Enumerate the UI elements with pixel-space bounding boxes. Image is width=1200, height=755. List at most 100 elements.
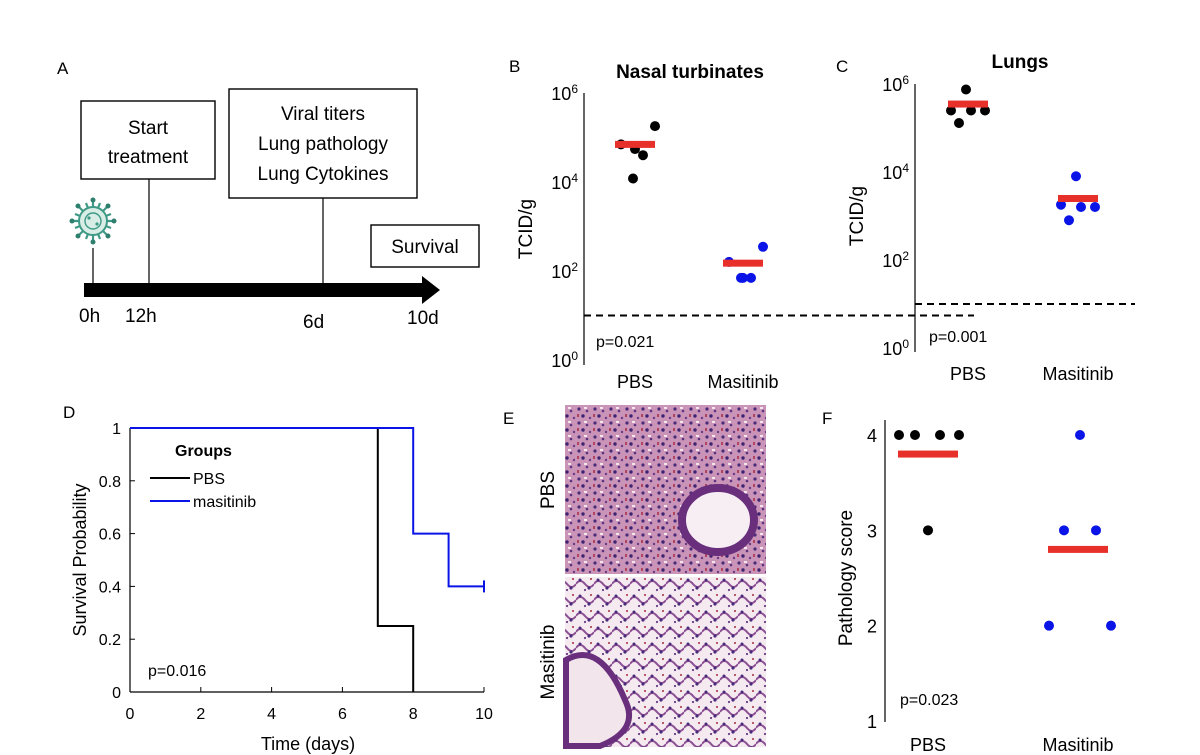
measurement-line-2: Lung pathology bbox=[258, 134, 388, 155]
chart-b-ytick-label-0: 100 bbox=[551, 349, 578, 371]
start-treatment-line-2: treatment bbox=[108, 147, 189, 168]
panel-letter-a: A bbox=[57, 59, 69, 78]
chart-d-ylabel: Survival Probability bbox=[70, 483, 90, 636]
chart-c-point-pbs-0 bbox=[961, 84, 971, 95]
chart-f-annotation: p=0.023 bbox=[900, 692, 958, 709]
chart-b-annotation: p=0.021 bbox=[596, 334, 654, 351]
chart-f-point-masitinib-0 bbox=[1075, 430, 1085, 440]
chart-d-xtick-label-3: 6 bbox=[338, 706, 347, 723]
chart-c-category-label-1: Masitinib bbox=[1042, 364, 1113, 384]
chart-f-ytick-label-0: 1 bbox=[867, 712, 877, 732]
chart-b-point-pbs-4 bbox=[628, 173, 638, 184]
chart-d-xlabel: Time (days) bbox=[261, 734, 355, 754]
start-treatment-line-1: Start bbox=[128, 118, 169, 139]
chart-d-ytick-label-2: 0.4 bbox=[99, 579, 121, 596]
chart-f-ylabel: Pathology score bbox=[836, 510, 857, 646]
chart-d-xtick-label-5: 10 bbox=[475, 706, 493, 723]
timeline-arrow-head bbox=[422, 276, 440, 304]
chart-d-ytick-label-1: 0.2 bbox=[99, 632, 121, 649]
chart-f-mean-bar-pbs bbox=[898, 450, 958, 458]
chart-b-title: Nasal turbinates bbox=[616, 62, 764, 83]
chart-b-mean-bar-pbs bbox=[615, 140, 655, 148]
panel-letter-e: E bbox=[503, 409, 514, 428]
histology-bronchiole-pbs bbox=[678, 484, 758, 556]
chart-c-annotation: p=0.001 bbox=[929, 329, 987, 346]
chart-b-category-label-1: Masitinib bbox=[707, 372, 778, 392]
chart-f-category-label-0: PBS bbox=[910, 735, 946, 755]
chart-c-point-masitinib-2 bbox=[1076, 202, 1086, 213]
chart-c-ytick-label-2: 104 bbox=[882, 161, 909, 183]
chart-d-xtick-label-2: 4 bbox=[267, 706, 276, 723]
chart-f: Pathology score 1 2 3 4 PBS Masitinib p=0.023 bbox=[836, 420, 1116, 755]
chart-d-ytick-label-3: 0.6 bbox=[99, 527, 121, 544]
chart-b-ylabel: TCID/g bbox=[516, 199, 537, 259]
chart-f-ytick-label-3: 4 bbox=[867, 426, 877, 446]
chart-b-category-label-0: PBS bbox=[617, 372, 653, 392]
chart-b-point-masitinib-3 bbox=[746, 272, 756, 283]
histology-panel: PBS Masitinib bbox=[538, 405, 766, 749]
chart-c-point-masitinib-3 bbox=[1090, 202, 1100, 213]
panel-letter-d: D bbox=[63, 403, 75, 422]
chart-d-legend-label-pbs: PBS bbox=[193, 471, 225, 488]
chart-b-point-masitinib-0 bbox=[758, 241, 768, 252]
chart-c-category-label-0: PBS bbox=[950, 364, 986, 384]
measurement-line-1: Viral titers bbox=[281, 104, 365, 125]
histology-label-pbs: PBS bbox=[538, 471, 559, 509]
chart-c-mean-bar-masitinib bbox=[1058, 194, 1098, 202]
time-label-10d: 10d bbox=[407, 308, 439, 329]
chart-f-point-pbs-2 bbox=[935, 430, 945, 440]
chart-f-mean-bar-masitinib bbox=[1048, 545, 1108, 553]
chart-f-point-pbs-1 bbox=[910, 430, 920, 440]
chart-d-line-masitinib bbox=[130, 427, 484, 588]
time-label-6d: 6d bbox=[303, 312, 324, 333]
chart-d-ytick-label-0: 0 bbox=[112, 685, 121, 702]
chart-d-line-pbs bbox=[130, 427, 415, 692]
chart-c-point-pbs-2 bbox=[966, 105, 976, 116]
virus-icon bbox=[69, 197, 117, 245]
time-label-0h: 0h bbox=[79, 306, 100, 327]
panel-letter-f: F bbox=[822, 409, 832, 428]
chart-c-title: Lungs bbox=[992, 52, 1049, 73]
chart-d-annotation: p=0.016 bbox=[148, 663, 206, 680]
chart-f-point-pbs-4 bbox=[923, 525, 933, 536]
chart-d-legend-label-masitinib: masitinib bbox=[193, 494, 256, 511]
chart-d: Survival Probability Time (days) 0 0.2 0.4… bbox=[70, 421, 493, 754]
survival-box bbox=[370, 224, 480, 268]
chart-c-ytick-label-1: 102 bbox=[882, 249, 909, 271]
chart-c-point-pbs-1 bbox=[946, 105, 956, 116]
chart-c-point-pbs-3 bbox=[980, 105, 990, 116]
chart-b-point-masitinib-4 bbox=[736, 272, 746, 283]
chart-b-mean-bar-masitinib bbox=[723, 259, 763, 267]
chart-f-point-masitinib-2 bbox=[1091, 525, 1101, 536]
chart-c-mean-bar-pbs bbox=[948, 100, 988, 108]
chart-f-category-label-1: Masitinib bbox=[1042, 735, 1113, 755]
chart-f-ytick-label-1: 2 bbox=[867, 617, 877, 637]
survival-box-label: Survival bbox=[391, 237, 459, 258]
chart-d-xtick-label-4: 8 bbox=[409, 706, 418, 723]
chart-c-point-masitinib-1 bbox=[1056, 199, 1066, 210]
chart-f-point-masitinib-4 bbox=[1106, 620, 1116, 631]
chart-b: Nasal turbinates TCID/g 100 102 104 106 PBS M… bbox=[516, 62, 974, 392]
chart-c-ylabel: TCID/g bbox=[847, 186, 868, 246]
start-treatment-box bbox=[80, 100, 216, 180]
chart-c-point-pbs-4 bbox=[954, 117, 964, 128]
histology-airway-masitinib bbox=[563, 652, 632, 749]
chart-f-point-pbs-0 bbox=[894, 430, 904, 440]
chart-f-point-masitinib-1 bbox=[1059, 525, 1069, 536]
chart-f-ytick-label-2: 3 bbox=[867, 521, 877, 541]
timeline-diagram: Start treatment Viral titers Lung pathol… bbox=[69, 88, 480, 333]
chart-b-ytick-label-3: 106 bbox=[551, 82, 578, 104]
chart-c-point-masitinib-4 bbox=[1064, 215, 1074, 226]
measurement-box bbox=[228, 88, 418, 199]
chart-c-ytick-label-3: 106 bbox=[882, 73, 909, 95]
chart-d-ytick-label-5: 1 bbox=[112, 421, 121, 438]
chart-d-xtick-label-1: 2 bbox=[196, 706, 205, 723]
chart-d-ytick-label-4: 0.8 bbox=[99, 474, 121, 491]
measurement-line-3: Lung Cytokines bbox=[258, 164, 389, 185]
panel-letter-c: C bbox=[836, 57, 848, 76]
chart-b-ytick-label-1: 102 bbox=[551, 260, 578, 282]
time-label-12h: 12h bbox=[125, 306, 157, 327]
histology-label-masitinib: Masitinib bbox=[538, 625, 559, 700]
chart-c-ytick-label-0: 100 bbox=[882, 337, 909, 359]
